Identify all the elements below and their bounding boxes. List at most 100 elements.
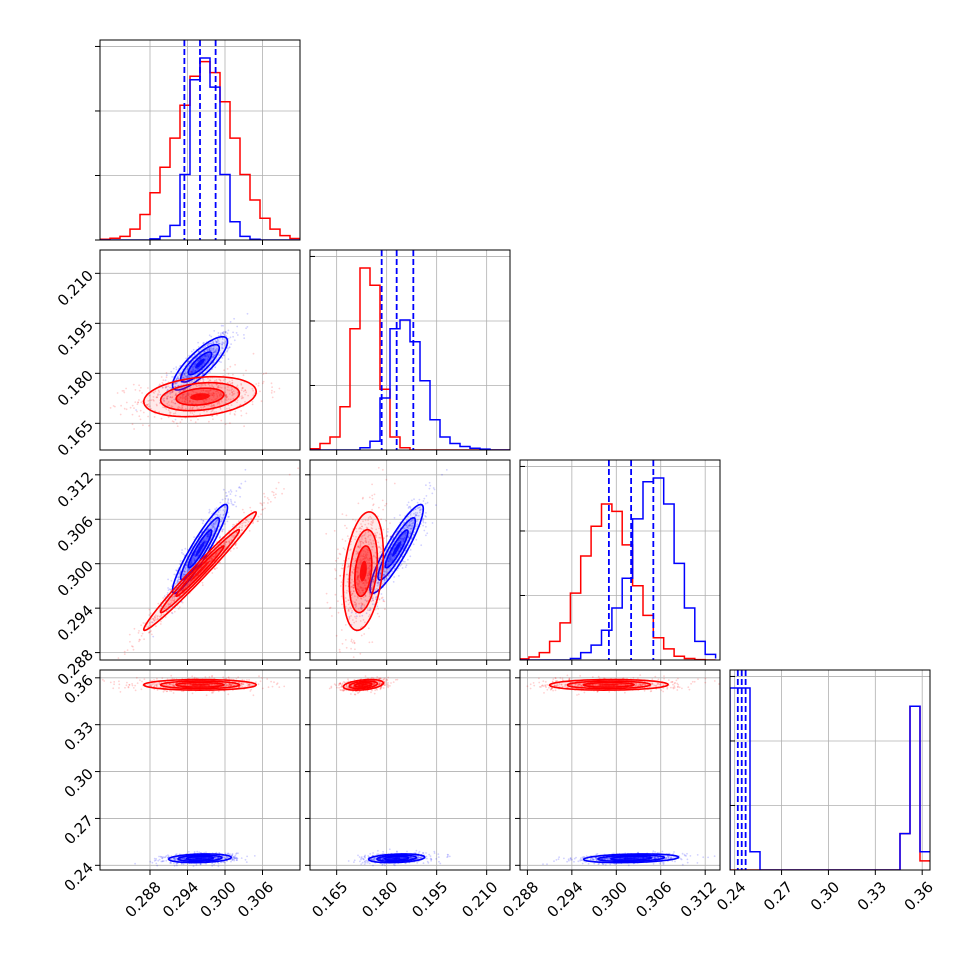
- sample-point: [232, 336, 234, 338]
- sample-point: [218, 691, 220, 693]
- sample-point: [283, 488, 285, 490]
- sample-point: [270, 681, 272, 683]
- sample-point: [409, 555, 411, 557]
- sample-point: [273, 494, 275, 496]
- sample-point: [243, 425, 245, 427]
- sample-point: [216, 567, 218, 569]
- sample-point: [142, 622, 144, 624]
- sample-point: [345, 540, 347, 542]
- sample-point: [228, 516, 230, 518]
- sample-point: [354, 642, 356, 644]
- sample-point: [132, 414, 134, 416]
- sample-point: [230, 321, 232, 323]
- sample-point: [245, 469, 247, 471]
- sample-point: [143, 638, 145, 640]
- sample-point: [371, 455, 373, 457]
- sample-point: [261, 400, 263, 402]
- sample-point: [243, 512, 245, 514]
- sample-point: [134, 685, 136, 687]
- sample-point: [254, 855, 256, 857]
- sample-point: [258, 675, 260, 677]
- sample-point: [165, 860, 167, 862]
- sample-point: [425, 512, 427, 514]
- sample-point: [231, 491, 233, 493]
- sample-point: [227, 368, 229, 370]
- sample-point: [161, 376, 163, 378]
- sample-point: [425, 484, 427, 486]
- sample-point: [399, 514, 401, 516]
- sample-point: [408, 507, 410, 509]
- sample-point: [230, 343, 232, 345]
- sample-point: [135, 409, 137, 411]
- sample-point: [234, 364, 236, 366]
- sample-point: [110, 407, 112, 409]
- sample-point: [271, 382, 273, 384]
- sample-point: [278, 482, 280, 484]
- sample-point: [137, 403, 139, 405]
- sample-point: [423, 530, 425, 532]
- sample-point: [406, 504, 408, 506]
- sample-point: [425, 535, 427, 537]
- sample-point: [118, 687, 120, 689]
- sample-point: [149, 861, 151, 863]
- sample-point: [350, 640, 352, 642]
- sample-point: [406, 564, 408, 566]
- sample-point: [185, 571, 187, 573]
- sample-point: [382, 529, 384, 531]
- sample-point: [345, 639, 347, 641]
- sample-point: [174, 865, 176, 867]
- sample-point: [220, 334, 222, 336]
- sample-point: [227, 332, 229, 334]
- sample-point: [209, 676, 211, 678]
- sample-point: [157, 603, 159, 605]
- sample-point: [303, 382, 305, 384]
- sample-point: [413, 543, 415, 545]
- sample-point: [242, 679, 244, 681]
- sample-point: [126, 408, 128, 410]
- sample-point: [173, 574, 175, 576]
- sample-point: [241, 415, 243, 417]
- sample-point: [222, 499, 224, 501]
- sample-point: [221, 531, 223, 533]
- sample-point: [240, 483, 242, 485]
- sample-point: [219, 537, 221, 539]
- sample-point: [336, 635, 338, 637]
- sample-point: [124, 653, 126, 655]
- sample-point: [229, 422, 231, 424]
- sample-point: [163, 691, 165, 693]
- sample-point: [380, 518, 382, 520]
- sample-point: [214, 568, 216, 570]
- sample-point: [227, 521, 229, 523]
- sample-point: [420, 544, 422, 546]
- sample-point: [173, 863, 175, 865]
- sample-point: [232, 504, 234, 506]
- sample-point: [182, 602, 184, 604]
- sample-point: [179, 579, 181, 581]
- sample-point: [339, 649, 341, 651]
- sample-point: [173, 421, 175, 423]
- sample-point: [171, 580, 173, 582]
- sample-point: [134, 628, 136, 630]
- density-red-2-0: [95, 436, 318, 684]
- sample-point: [214, 366, 216, 368]
- sample-point: [230, 489, 232, 491]
- sample-point: [258, 683, 260, 685]
- sample-point: [271, 386, 273, 388]
- sample-point: [386, 503, 388, 505]
- sample-point: [211, 675, 213, 677]
- sample-point: [405, 566, 407, 568]
- sample-point: [133, 384, 135, 386]
- sample-point: [125, 388, 127, 390]
- sample-point: [123, 390, 125, 392]
- sample-point: [176, 865, 178, 867]
- sample-point: [260, 513, 262, 515]
- sample-point: [171, 376, 173, 378]
- sample-point: [141, 392, 143, 394]
- sample-point: [141, 681, 143, 683]
- sample-point: [232, 374, 234, 376]
- sample-point: [158, 856, 160, 858]
- sample-point: [417, 502, 419, 504]
- sample-point: [426, 495, 428, 497]
- sample-point: [424, 515, 426, 517]
- sample-point: [441, 474, 443, 476]
